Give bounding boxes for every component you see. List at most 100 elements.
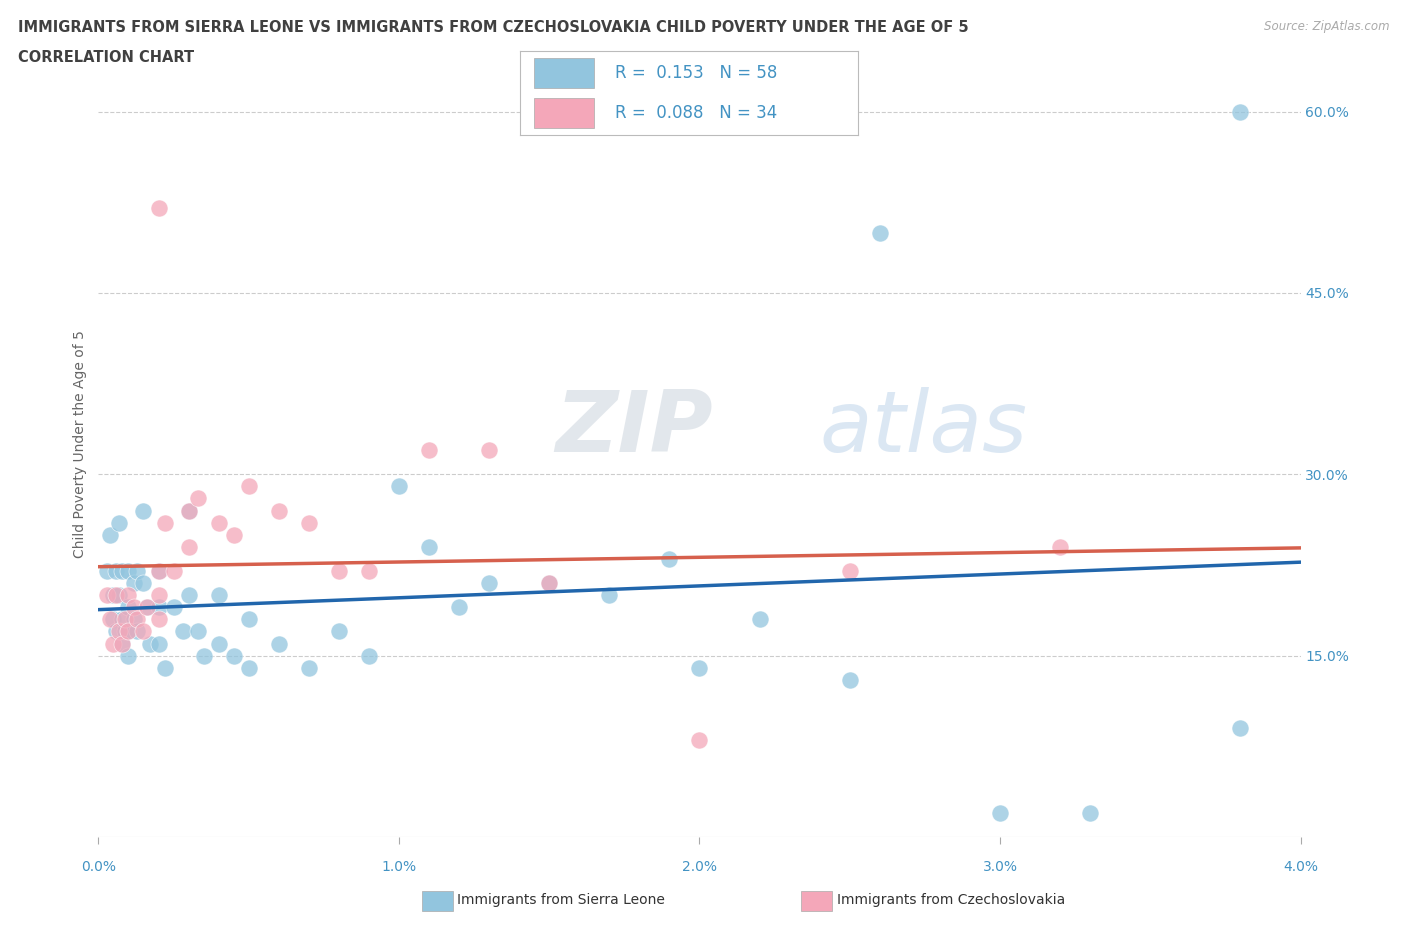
Point bbox=[162, 600, 184, 615]
Point bbox=[135, 600, 157, 615]
Point bbox=[208, 636, 231, 651]
Point bbox=[1229, 721, 1251, 736]
Point bbox=[298, 515, 321, 530]
Point bbox=[447, 600, 470, 615]
Text: 0.0%: 0.0% bbox=[82, 860, 115, 874]
Point bbox=[127, 564, 149, 578]
Point bbox=[267, 503, 290, 518]
Y-axis label: Child Poverty Under the Age of 5: Child Poverty Under the Age of 5 bbox=[73, 330, 87, 558]
Point bbox=[117, 624, 139, 639]
Point bbox=[117, 648, 139, 663]
Point bbox=[208, 515, 231, 530]
Point bbox=[1229, 104, 1251, 119]
Point bbox=[105, 564, 128, 578]
Point bbox=[418, 539, 440, 554]
Point bbox=[108, 515, 131, 530]
Point bbox=[357, 564, 380, 578]
Point bbox=[1049, 539, 1071, 554]
Point bbox=[388, 479, 411, 494]
Point bbox=[124, 600, 146, 615]
Point bbox=[193, 648, 215, 663]
Point bbox=[418, 443, 440, 458]
Point bbox=[148, 600, 170, 615]
Point bbox=[177, 503, 200, 518]
Point bbox=[238, 479, 260, 494]
Point bbox=[127, 612, 149, 627]
Point bbox=[1078, 805, 1101, 820]
Point bbox=[96, 588, 118, 603]
Point bbox=[153, 660, 176, 675]
Text: 4.0%: 4.0% bbox=[1284, 860, 1317, 874]
Point bbox=[689, 733, 711, 748]
Point bbox=[298, 660, 321, 675]
Text: Immigrants from Czechoslovakia: Immigrants from Czechoslovakia bbox=[837, 893, 1064, 908]
Point bbox=[148, 564, 170, 578]
Point bbox=[111, 564, 134, 578]
Point bbox=[172, 624, 194, 639]
Point bbox=[100, 527, 122, 542]
Point bbox=[238, 660, 260, 675]
Point bbox=[357, 648, 380, 663]
Point bbox=[538, 576, 561, 591]
Point bbox=[177, 539, 200, 554]
Point bbox=[187, 624, 209, 639]
Bar bbox=[534, 58, 595, 88]
Point bbox=[127, 624, 149, 639]
Point bbox=[114, 612, 136, 627]
Text: ZIP: ZIP bbox=[555, 387, 713, 470]
Point bbox=[328, 624, 350, 639]
Point bbox=[105, 624, 128, 639]
Point bbox=[132, 503, 155, 518]
Point bbox=[117, 624, 139, 639]
Point bbox=[148, 564, 170, 578]
Point bbox=[328, 564, 350, 578]
Point bbox=[135, 600, 157, 615]
Point bbox=[148, 201, 170, 216]
Point bbox=[132, 624, 155, 639]
Point bbox=[153, 515, 176, 530]
Text: IMMIGRANTS FROM SIERRA LEONE VS IMMIGRANTS FROM CZECHOSLOVAKIA CHILD POVERTY UND: IMMIGRANTS FROM SIERRA LEONE VS IMMIGRAN… bbox=[18, 20, 969, 35]
Point bbox=[105, 588, 128, 603]
Point bbox=[177, 503, 200, 518]
Point bbox=[208, 588, 231, 603]
Point bbox=[117, 588, 139, 603]
Point bbox=[96, 564, 118, 578]
Point bbox=[689, 660, 711, 675]
Point bbox=[111, 636, 134, 651]
Text: atlas: atlas bbox=[820, 387, 1028, 470]
Point bbox=[117, 600, 139, 615]
Point bbox=[162, 564, 184, 578]
Point bbox=[478, 576, 501, 591]
Text: R =  0.088   N = 34: R = 0.088 N = 34 bbox=[614, 104, 778, 122]
Bar bbox=[534, 98, 595, 128]
Text: R =  0.153   N = 58: R = 0.153 N = 58 bbox=[614, 64, 778, 82]
Point bbox=[538, 576, 561, 591]
Point bbox=[103, 636, 125, 651]
Point bbox=[478, 443, 501, 458]
Text: 1.0%: 1.0% bbox=[381, 860, 416, 874]
Point bbox=[132, 576, 155, 591]
Point bbox=[177, 588, 200, 603]
Point bbox=[111, 612, 134, 627]
Point bbox=[658, 551, 681, 566]
Bar bbox=[801, 891, 832, 911]
Point bbox=[103, 588, 125, 603]
Point bbox=[108, 624, 131, 639]
Text: Immigrants from Sierra Leone: Immigrants from Sierra Leone bbox=[457, 893, 665, 908]
Text: CORRELATION CHART: CORRELATION CHART bbox=[18, 50, 194, 65]
Point bbox=[988, 805, 1011, 820]
Point bbox=[124, 612, 146, 627]
Point bbox=[222, 527, 245, 542]
Text: 3.0%: 3.0% bbox=[983, 860, 1018, 874]
Point bbox=[103, 612, 125, 627]
Point bbox=[187, 491, 209, 506]
Point bbox=[148, 612, 170, 627]
Point bbox=[598, 588, 620, 603]
Point bbox=[222, 648, 245, 663]
Point bbox=[869, 225, 891, 240]
Point bbox=[111, 636, 134, 651]
Text: Source: ZipAtlas.com: Source: ZipAtlas.com bbox=[1264, 20, 1389, 33]
Point bbox=[238, 612, 260, 627]
Point bbox=[148, 588, 170, 603]
Text: 2.0%: 2.0% bbox=[682, 860, 717, 874]
